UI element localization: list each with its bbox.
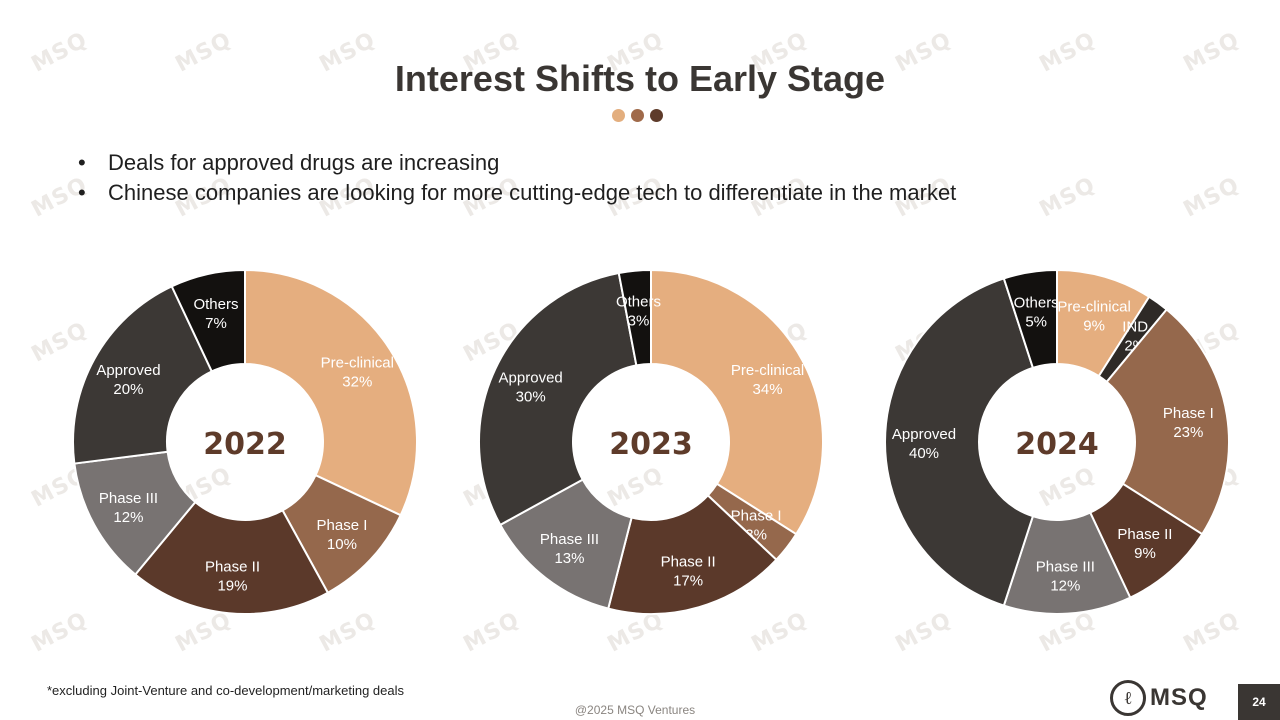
slice-label: Approved <box>892 426 956 443</box>
bullet-text: Deals for approved drugs are increasing <box>108 150 500 175</box>
slice-label: Others <box>193 296 238 313</box>
slice-value: 19% <box>217 577 247 594</box>
accent-dots <box>612 109 663 122</box>
slice-value: 13% <box>554 550 584 567</box>
slice-label: Others <box>1014 295 1059 312</box>
slice-label: Phase II <box>205 558 260 575</box>
bullet-marker: • <box>78 180 86 205</box>
slice-value: 32% <box>342 374 372 391</box>
center-year-label: 2024 <box>1015 427 1099 462</box>
msq-logo: ℓ MSQ <box>1110 680 1208 716</box>
slice-label: Phase II <box>1117 526 1172 543</box>
slide-title: Interest Shifts to Early Stage <box>394 58 886 99</box>
slice-phase-i <box>1105 308 1230 536</box>
bullet-item: • Chinese companies are looking for more … <box>78 178 956 208</box>
donut-chart-2022: Pre-clinical 32% Phase I 10% Phase II 19% Phas… <box>72 268 418 615</box>
page-number: 24 <box>1238 684 1280 720</box>
slice-label: Approved <box>499 369 563 386</box>
slice-label: Phase I <box>731 508 782 525</box>
slice-value: 34% <box>753 381 783 398</box>
slice-approved <box>72 285 214 465</box>
slice-label: Pre-clinical <box>731 362 804 379</box>
slice-value: 23% <box>1173 424 1203 441</box>
accent-dot-2 <box>631 109 644 122</box>
slice-label: Pre-clinical <box>1057 298 1130 315</box>
slice-value: 12% <box>1050 578 1080 595</box>
slice-label: Others <box>616 294 661 311</box>
slice-approved <box>884 277 1035 607</box>
slice-value: 9% <box>1134 545 1156 562</box>
copyright: @2025 MSQ Ventures <box>574 703 696 717</box>
slice-value: 9% <box>1083 317 1105 334</box>
slice-label: Approved <box>96 362 160 379</box>
slice-label: Phase III <box>540 531 599 548</box>
slice-value: 17% <box>673 573 703 590</box>
slice-others <box>1002 268 1058 370</box>
slice-value: 3% <box>628 313 650 330</box>
donut-chart-2023: Pre-clinical 34% Phase I 3% Phase II 17% Phase… <box>478 268 824 615</box>
slice-value: 7% <box>205 315 227 332</box>
bullet-list: • Deals for approved drugs are increasing… <box>78 148 956 208</box>
slice-value: 40% <box>909 445 939 462</box>
slice-label: Phase III <box>99 490 158 507</box>
slice-label: IND <box>1122 318 1148 335</box>
slice-label: Phase I <box>317 517 368 534</box>
bullet-item: • Deals for approved drugs are increasing <box>78 148 956 178</box>
slice-value: 5% <box>1025 314 1047 331</box>
slice-value: 30% <box>516 388 546 405</box>
slice-value: 10% <box>327 536 357 553</box>
accent-dot-1 <box>612 109 625 122</box>
slice-phase-ii <box>607 493 778 615</box>
logo-mark-icon: ℓ <box>1110 680 1146 716</box>
bullet-text: Chinese companies are looking for more c… <box>108 180 957 205</box>
slice-label: Phase III <box>1036 559 1095 576</box>
accent-dot-3 <box>650 109 663 122</box>
bullet-marker: • <box>78 150 86 175</box>
center-year-label: 2022 <box>203 427 287 462</box>
logo-text: MSQ <box>1150 684 1208 711</box>
slice-others <box>617 268 652 367</box>
slice-pre-clinical <box>650 268 824 536</box>
footnote: *excluding Joint-Venture and co-developm… <box>47 683 404 698</box>
slice-value: 12% <box>113 509 143 526</box>
slice-label: Pre-clinical <box>321 355 394 372</box>
slice-approved <box>478 271 638 527</box>
slice-phase-ii <box>133 500 330 615</box>
center-year-label: 2023 <box>609 427 693 462</box>
slice-label: Phase I <box>1163 405 1214 422</box>
slice-pre-clinical <box>244 268 418 517</box>
slice-value: 20% <box>113 381 143 398</box>
slice-others <box>170 268 246 373</box>
slice-label: Phase II <box>661 554 716 571</box>
